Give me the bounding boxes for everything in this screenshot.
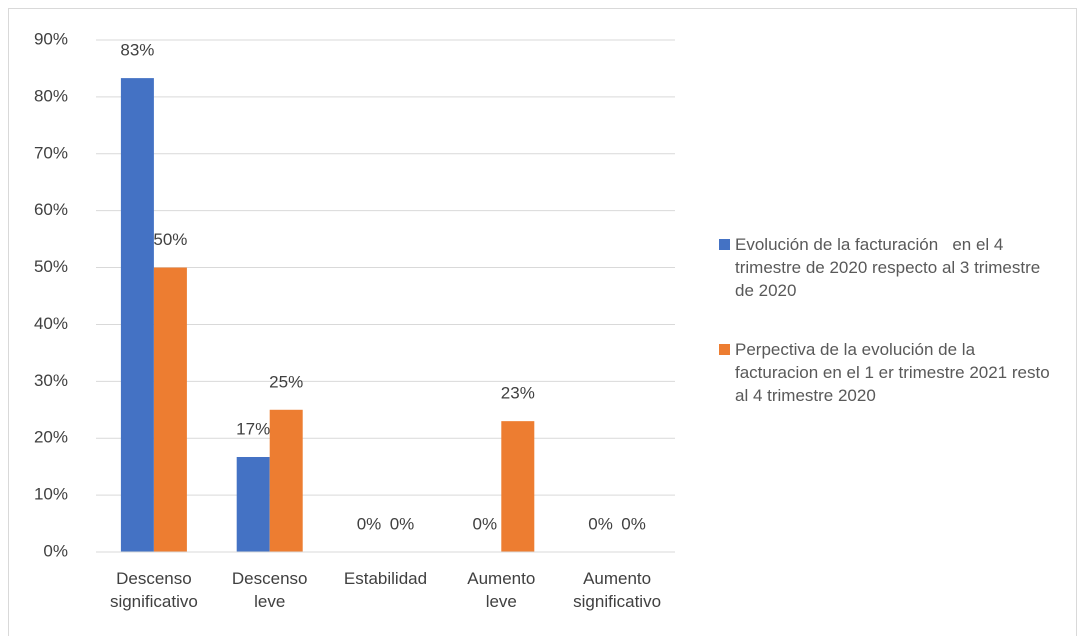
y-tick-label: 10% — [34, 485, 68, 504]
bar — [236, 456, 270, 552]
legend-label: Evolución de la facturación en el 4 trim… — [735, 235, 1045, 300]
y-tick-label: 70% — [34, 143, 68, 162]
data-label: 25% — [269, 372, 303, 391]
legend-item: Perpectiva de la evolución de la factura… — [719, 338, 1059, 407]
x-tick-label: Descenso leve — [232, 569, 308, 611]
bar — [120, 78, 154, 553]
legend-swatch — [719, 344, 730, 355]
y-tick-label: 0% — [43, 541, 68, 560]
data-label: 0% — [588, 514, 613, 533]
data-label: 0% — [473, 514, 498, 533]
legend-label: Perpectiva de la evolución de la factura… — [735, 340, 1055, 405]
y-tick-label: 60% — [34, 200, 68, 219]
data-label: 17% — [236, 419, 270, 438]
x-tick-label: Aumento leve — [467, 569, 535, 611]
y-tick-label: 20% — [34, 428, 68, 447]
y-tick-label: 30% — [34, 371, 68, 390]
bar — [153, 267, 187, 552]
data-label: 50% — [153, 230, 187, 249]
y-tick-label: 80% — [34, 86, 68, 105]
y-tick-label: 40% — [34, 314, 68, 333]
legend-swatch — [719, 239, 730, 250]
bar — [269, 409, 303, 552]
bar — [501, 421, 535, 552]
data-label: 0% — [357, 514, 382, 533]
y-tick-label: 90% — [34, 29, 68, 48]
data-label: 0% — [390, 514, 415, 533]
y-tick-label: 50% — [34, 257, 68, 276]
data-label: 0% — [621, 514, 646, 533]
data-label: 83% — [120, 41, 154, 60]
data-label: 23% — [501, 384, 535, 403]
x-tick-label: Descenso significativo — [110, 569, 198, 611]
legend-item: Evolución de la facturación en el 4 trim… — [719, 233, 1059, 302]
x-tick-label: Aumento significativo — [573, 569, 661, 611]
x-tick-label: Estabilidad — [344, 569, 427, 588]
